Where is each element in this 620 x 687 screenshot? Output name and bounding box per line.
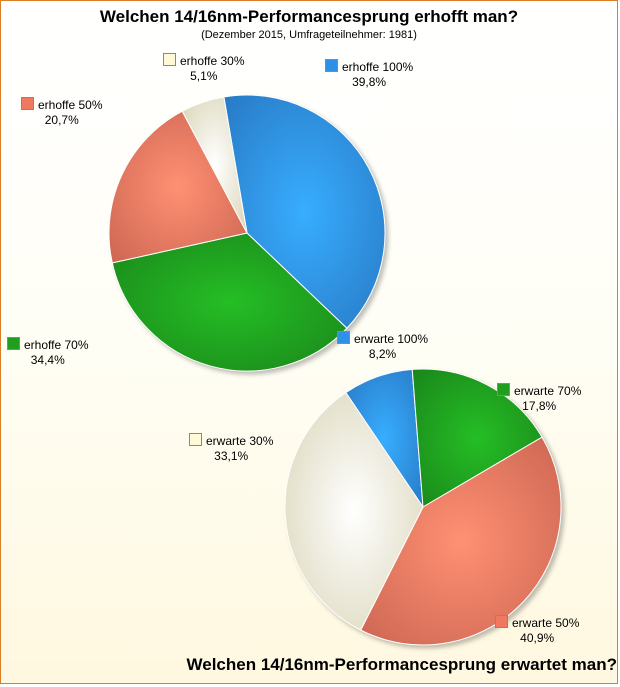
slice-pct: 5,1% xyxy=(190,69,217,83)
color-swatch xyxy=(325,59,338,72)
pie-slice xyxy=(112,233,347,371)
pie-slice xyxy=(285,393,423,631)
subtitle-top: (Dezember 2015, Umfrageteilnehmer: 1981) xyxy=(1,29,617,41)
slice-label: erwarte 50%40,9% xyxy=(495,615,579,646)
title-bottom: Welchen 14/16nm-Performancesprung erwart… xyxy=(1,655,620,675)
slice-text: erhoffe 70% xyxy=(24,338,89,352)
pie-slice xyxy=(224,95,385,328)
color-swatch xyxy=(7,337,20,350)
slice-pct: 17,8% xyxy=(522,399,556,413)
slice-text: erwarte 100% xyxy=(354,332,428,346)
color-swatch xyxy=(337,331,350,344)
slice-text: erhoffe 50% xyxy=(38,98,103,112)
slice-label: erwarte 100%8,2% xyxy=(337,331,428,362)
slice-text: erwarte 30% xyxy=(206,434,273,448)
chart-container: Welchen 14/16nm-Performancesprung erhoff… xyxy=(0,0,618,684)
slice-label: erwarte 70%17,8% xyxy=(497,383,581,414)
slice-pct: 40,9% xyxy=(520,631,554,645)
color-swatch xyxy=(21,97,34,110)
slice-label: erhoffe 100%39,8% xyxy=(325,59,413,90)
slice-text: erhoffe 100% xyxy=(342,60,413,74)
title-top: Welchen 14/16nm-Performancesprung erhoff… xyxy=(1,7,617,27)
slice-label: erhoffe 70%34,4% xyxy=(7,337,89,368)
pie-slice xyxy=(109,111,247,263)
pie-slice xyxy=(182,97,247,233)
slice-pct: 20,7% xyxy=(45,113,79,127)
slice-label: erwarte 30%33,1% xyxy=(189,433,273,464)
slice-label: erhoffe 50%20,7% xyxy=(21,97,103,128)
color-swatch xyxy=(495,615,508,628)
color-swatch xyxy=(163,53,176,66)
slice-label: erhoffe 30%5,1% xyxy=(163,53,245,84)
slice-pct: 33,1% xyxy=(214,449,248,463)
slice-pct: 8,2% xyxy=(369,347,396,361)
slice-text: erhoffe 30% xyxy=(180,54,245,68)
pie-slice xyxy=(361,437,561,645)
slice-text: erwarte 50% xyxy=(512,616,579,630)
slice-pct: 34,4% xyxy=(31,353,65,367)
slice-text: erwarte 70% xyxy=(514,384,581,398)
color-swatch xyxy=(189,433,202,446)
pie-slice xyxy=(346,369,423,507)
color-swatch xyxy=(497,383,510,396)
slice-pct: 39,8% xyxy=(352,75,386,89)
